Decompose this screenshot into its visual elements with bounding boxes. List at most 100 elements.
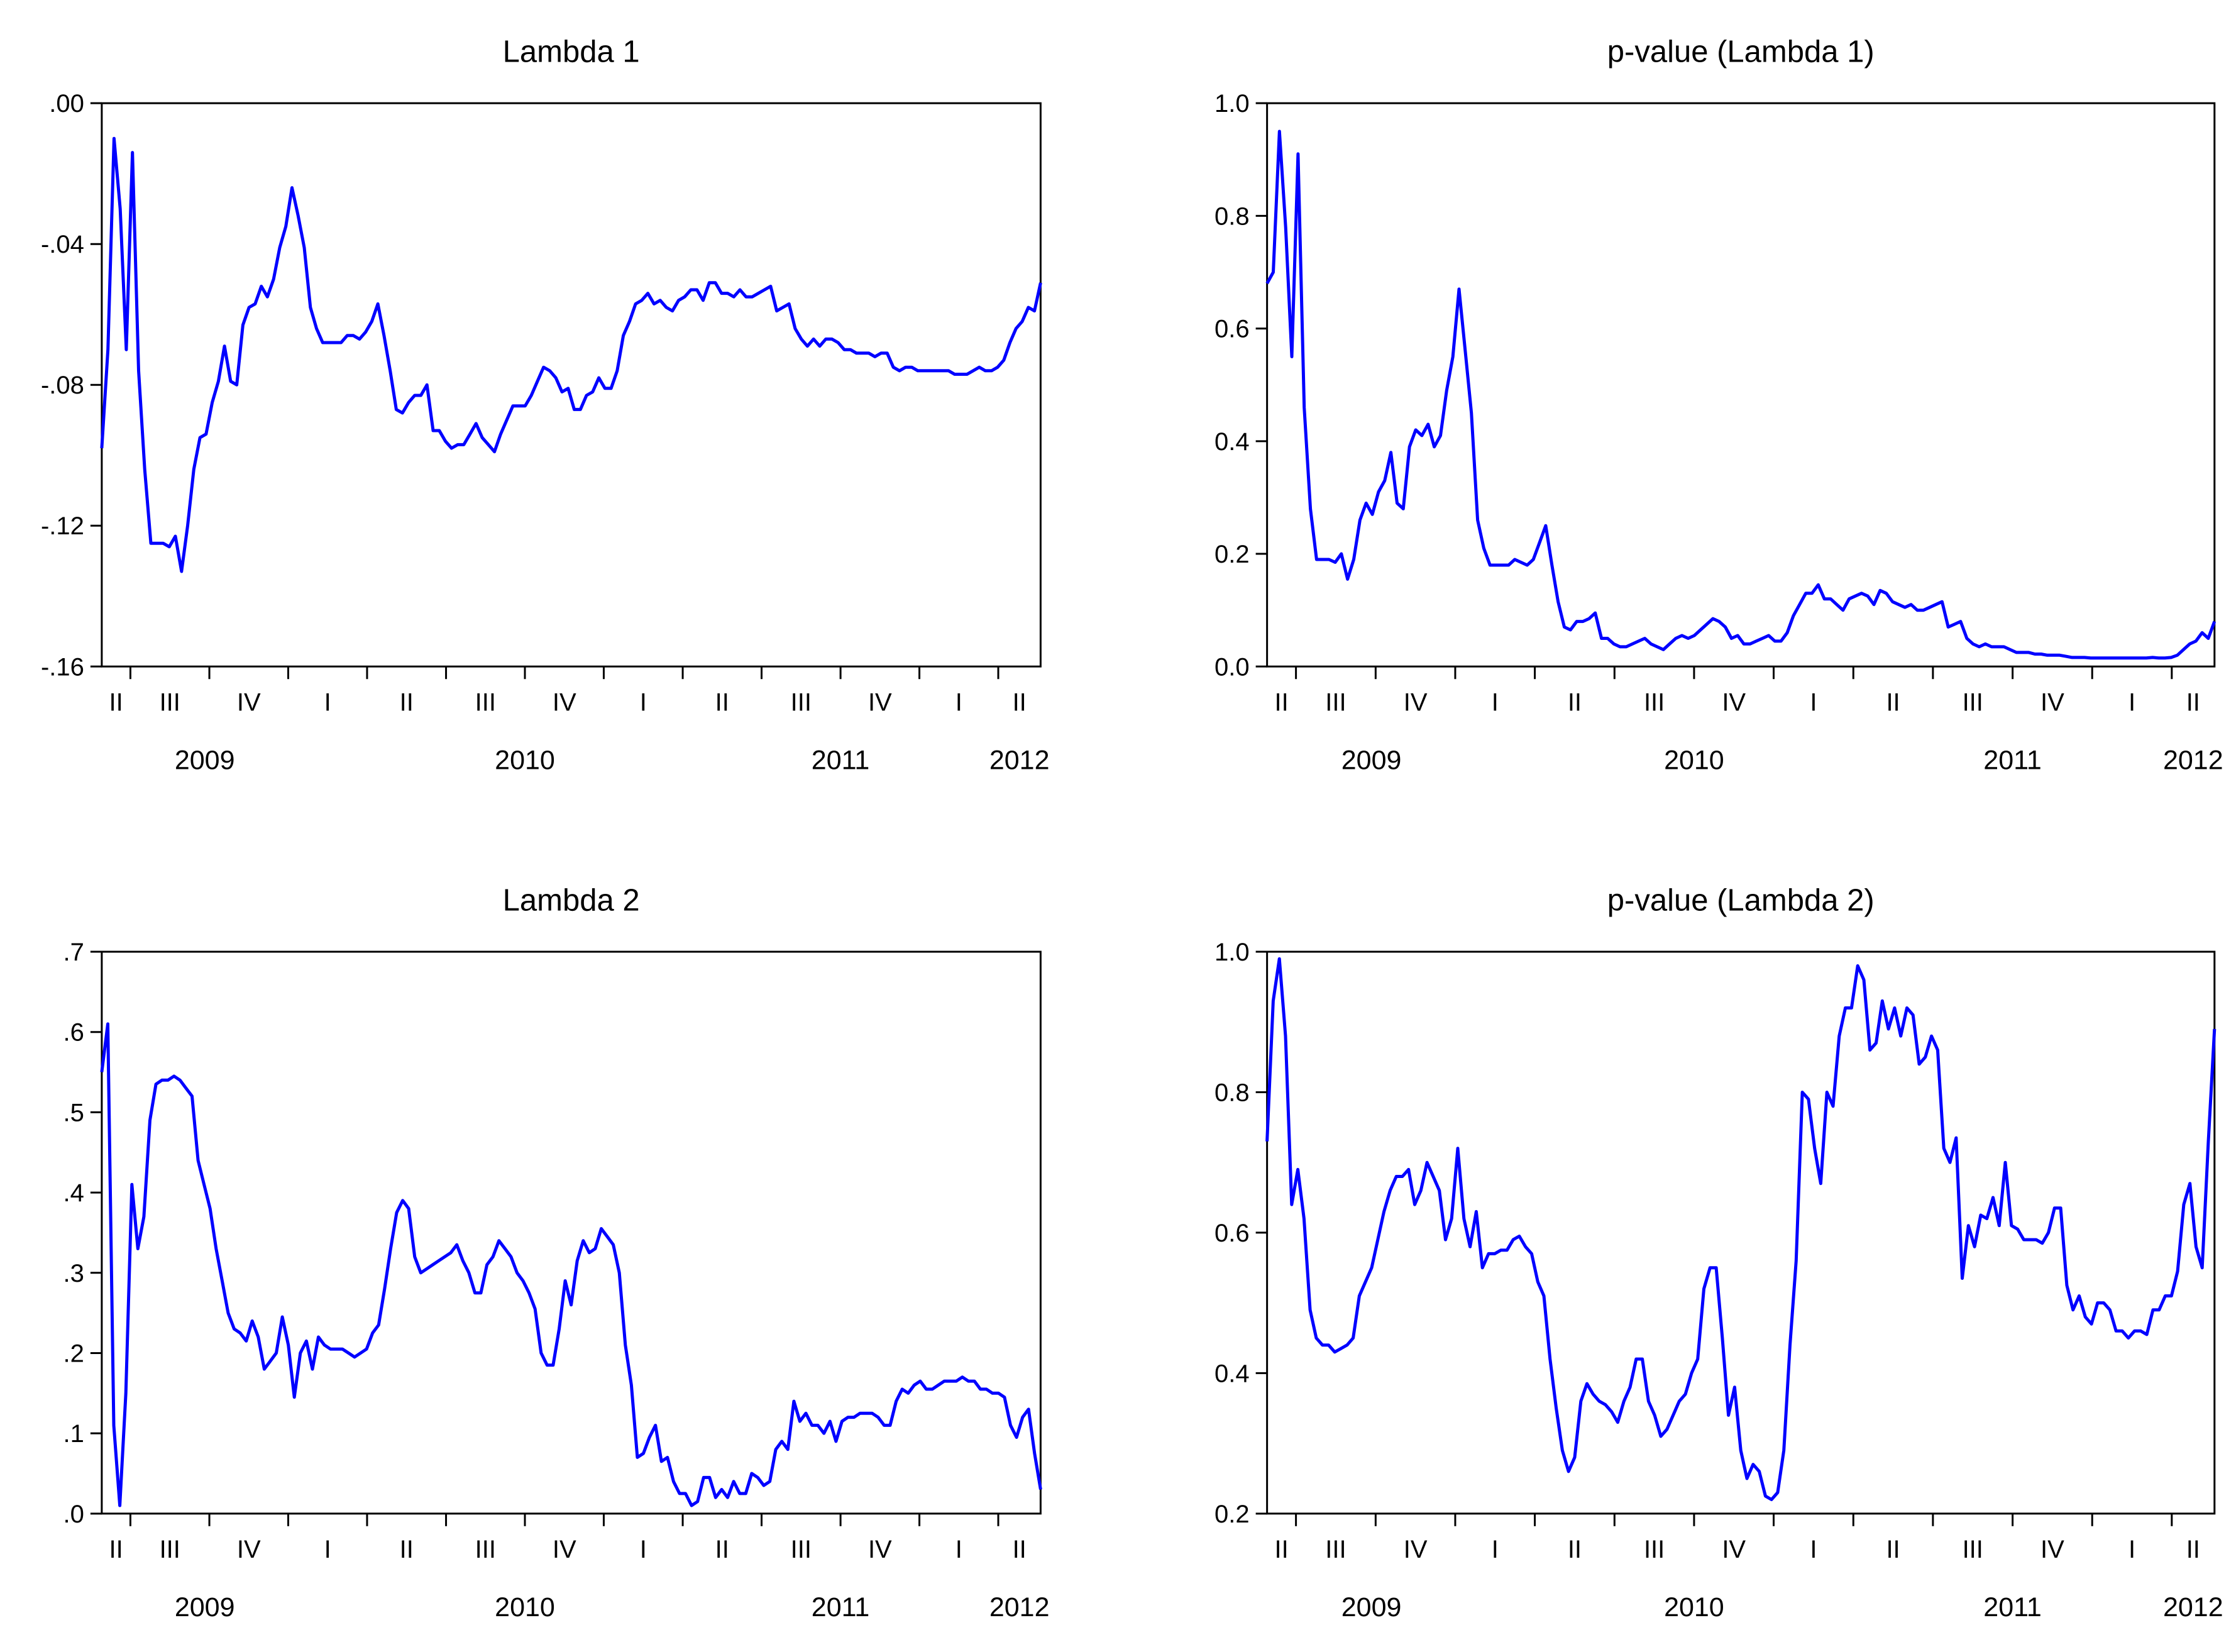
year-label: 2011 <box>1983 1592 2041 1622</box>
quarter-label: III <box>1963 1536 1983 1563</box>
chart-title: p-value (Lambda 1) <box>1607 35 1875 69</box>
quarter-label: II <box>1013 688 1027 716</box>
quarter-label: II <box>1568 688 1582 716</box>
quarter-label: II <box>109 688 123 716</box>
y-tick-label: .2 <box>63 1340 84 1367</box>
quarter-label: I <box>1810 1536 1817 1563</box>
y-tick-label: 0.8 <box>1214 202 1250 230</box>
quarter-label: II <box>400 688 414 716</box>
y-tick-label: 0.6 <box>1214 316 1250 343</box>
y-tick-label: -.16 <box>41 653 84 681</box>
year-label: 2009 <box>175 745 235 775</box>
quarter-label: II <box>2186 688 2200 716</box>
quarter-label: IV <box>237 1536 261 1563</box>
y-tick-label: .3 <box>63 1260 84 1287</box>
quarter-label: III <box>160 688 180 716</box>
year-label: 2012 <box>2163 745 2223 775</box>
quarter-label: IV <box>1404 1536 1428 1563</box>
year-label: 2012 <box>2163 1592 2223 1622</box>
series-line <box>1265 957 2217 1501</box>
year-label: 2011 <box>812 745 869 775</box>
quarter-label: IV <box>1404 688 1428 716</box>
year-label: 2011 <box>812 1592 869 1622</box>
y-tick-label: -.12 <box>41 512 84 540</box>
y-tick-label: .6 <box>63 1019 84 1047</box>
y-tick-label: .7 <box>63 939 84 966</box>
y-tick-label: 1.0 <box>1214 939 1250 966</box>
quarter-label: I <box>2129 1536 2135 1563</box>
quarter-label: II <box>1568 1536 1582 1563</box>
quarter-label: I <box>640 1536 647 1563</box>
y-tick-label: .1 <box>63 1420 84 1448</box>
y-tick-label: .4 <box>63 1179 84 1207</box>
chart-panel-3: Lambda 2.0.1.2.3.4.5.6.7II III IV I II III IV I… <box>63 883 1050 1622</box>
year-label: 2009 <box>1341 1592 1402 1622</box>
y-tick-label: 0.0 <box>1214 653 1250 681</box>
quarter-label: III <box>1644 1536 1665 1563</box>
quarter-label: IV <box>2040 688 2064 716</box>
quarter-label: I <box>1810 688 1817 716</box>
chart-panel-4: p-value (Lambda 2)0.20.40.60.81.0II III IV… <box>1214 883 2223 1622</box>
y-tick-label: .00 <box>49 90 84 118</box>
series-line <box>100 1022 1042 1507</box>
quarter-label: I <box>324 688 331 716</box>
year-label: 2010 <box>1664 745 1724 775</box>
quarter-label: III <box>160 1536 180 1563</box>
year-label: 2011 <box>1983 745 2041 775</box>
chart-title: Lambda 2 <box>503 883 640 917</box>
quarter-label: III <box>1963 688 1983 716</box>
quarter-label: IV <box>1722 688 1746 716</box>
quarter-label: II <box>1013 1536 1027 1563</box>
quarter-label: I <box>956 688 962 716</box>
chart-title: Lambda 1 <box>503 35 640 69</box>
year-label: 2009 <box>1341 745 1402 775</box>
quarter-label: II <box>1275 1536 1289 1563</box>
quarter-label: II <box>715 688 729 716</box>
quarter-label: II <box>1886 688 1900 716</box>
year-label: 2010 <box>495 1592 555 1622</box>
quarter-label: I <box>1492 688 1499 716</box>
quarter-label: IV <box>1722 1536 1746 1563</box>
quarter-label: I <box>1492 1536 1499 1563</box>
year-label: 2009 <box>175 1592 235 1622</box>
y-tick-label: .5 <box>63 1099 84 1126</box>
chart-panel-2: p-value (Lambda 1)0.00.20.40.60.81.0II II… <box>1214 35 2223 776</box>
quarter-label: I <box>324 1536 331 1563</box>
quarter-label: IV <box>553 1536 576 1563</box>
quarter-label: IV <box>2040 1536 2064 1563</box>
y-tick-label: 0.2 <box>1214 541 1250 568</box>
plot-frame <box>1266 102 2216 668</box>
y-tick-label: -.08 <box>41 372 84 399</box>
quarter-label: III <box>1644 688 1665 716</box>
quarter-label: II <box>1886 1536 1900 1563</box>
y-tick-label: 0.2 <box>1214 1501 1250 1528</box>
year-label: 2010 <box>495 745 555 775</box>
quarter-label: IV <box>868 1536 892 1563</box>
y-tick-label: 1.0 <box>1214 90 1250 118</box>
quarter-label: II <box>715 1536 729 1563</box>
quarter-label: I <box>640 688 647 716</box>
year-label: 2010 <box>1664 1592 1724 1622</box>
quarter-label: I <box>956 1536 962 1563</box>
quarter-label: IV <box>868 688 892 716</box>
plot-frame <box>101 950 1042 1515</box>
quarter-label: III <box>475 688 496 716</box>
series-line <box>1265 129 2217 660</box>
chart-title: p-value (Lambda 2) <box>1607 883 1875 917</box>
quarter-label: II <box>2186 1536 2200 1563</box>
y-tick-label: 0.4 <box>1214 1360 1250 1387</box>
quarter-label: II <box>1275 688 1289 716</box>
y-tick-label: 0.4 <box>1214 428 1250 456</box>
quarter-label: IV <box>553 688 576 716</box>
y-tick-label: .0 <box>63 1501 84 1528</box>
quarter-label: III <box>791 688 812 716</box>
quarter-label: I <box>2129 688 2135 716</box>
year-label: 2012 <box>989 1592 1050 1622</box>
quarter-label: II <box>400 1536 414 1563</box>
series-line <box>100 136 1042 573</box>
quarter-label: III <box>791 1536 812 1563</box>
plot-frame <box>101 102 1042 668</box>
y-tick-label: 0.8 <box>1214 1079 1250 1106</box>
